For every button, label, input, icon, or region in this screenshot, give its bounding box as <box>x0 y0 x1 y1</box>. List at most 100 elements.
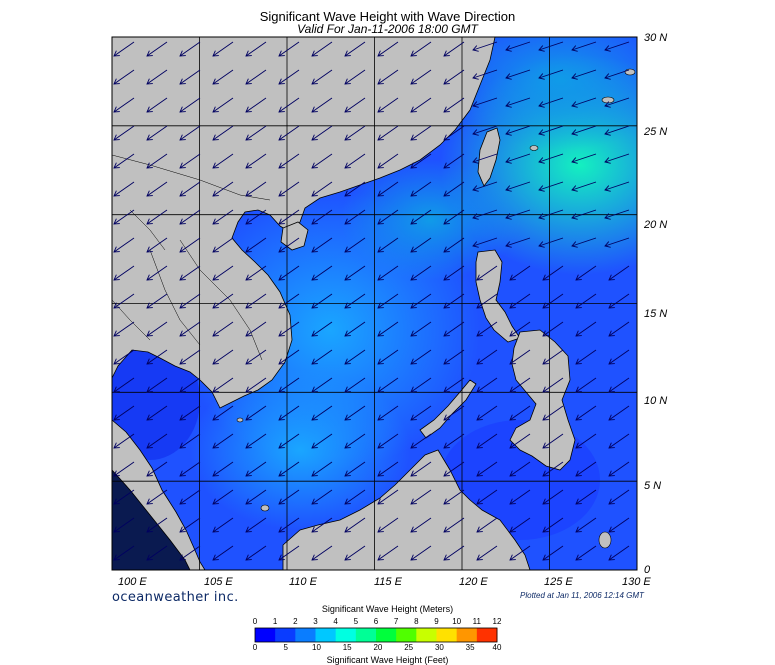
wave-arrow <box>505 97 531 108</box>
wave-arrow <box>146 153 168 169</box>
lon-label-100e: 100 E <box>118 576 147 588</box>
wave-arrow <box>212 181 234 197</box>
wave-arrow <box>476 433 498 449</box>
wave-arrow <box>278 545 300 561</box>
wave-arrow <box>278 349 300 365</box>
wave-arrow <box>245 265 267 281</box>
wave-arrow <box>113 209 135 225</box>
wave-arrow <box>575 433 597 449</box>
colorbar-segment <box>335 628 357 642</box>
meter-tick-label: 7 <box>393 617 399 626</box>
wave-arrow <box>410 209 432 225</box>
wave-arrow <box>212 209 234 225</box>
wave-arrow <box>410 349 432 365</box>
wave-arrow <box>344 321 366 337</box>
wave-arrow <box>377 237 399 253</box>
wave-arrow <box>608 265 630 281</box>
wave-arrow <box>179 321 201 337</box>
wave-arrow <box>575 461 597 477</box>
meter-tick-label: 4 <box>333 617 338 626</box>
map-subtitle: Valid For Jan-11-2006 18:00 GMT <box>297 22 478 36</box>
wave-arrow <box>443 97 465 113</box>
wave-arrow <box>608 545 630 561</box>
wave-arrow <box>505 41 531 52</box>
wave-arrow <box>146 517 168 533</box>
wave-arrow <box>311 293 333 309</box>
wave-arrow <box>410 237 432 253</box>
wave-arrow <box>212 153 234 169</box>
wave-arrow <box>311 209 333 225</box>
wave-arrow <box>377 265 399 281</box>
colorbar-title-meters: Significant Wave Height (Meters) <box>321 604 454 614</box>
wave-arrow <box>212 489 234 505</box>
wave-arrow <box>608 433 630 449</box>
wave-arrow <box>538 69 564 80</box>
meter-tick-label: 9 <box>434 617 439 626</box>
wave-arrow <box>571 237 597 248</box>
lat-label-15n: 15 N <box>644 308 668 320</box>
wave-arrow <box>538 125 564 136</box>
wave-arrow <box>179 209 201 225</box>
lon-label-125e: 125 E <box>544 576 573 588</box>
wave-arrow <box>278 461 300 477</box>
wave-arrow <box>472 69 498 80</box>
wave-arrow <box>179 265 201 281</box>
wave-arrow <box>212 321 234 337</box>
wave-arrow <box>604 181 630 192</box>
wave-arrow <box>608 293 630 309</box>
wave-arrow <box>212 405 234 421</box>
wave-arrow <box>344 489 366 505</box>
brand-logo: oceanweather inc. <box>112 590 239 605</box>
wave-arrow <box>344 237 366 253</box>
colorbar-segment <box>315 628 337 642</box>
wave-arrow <box>575 489 597 505</box>
wave-area-north <box>440 37 637 150</box>
wave-arrow <box>146 433 168 449</box>
wave-arrow <box>113 237 135 253</box>
wave-arrow <box>311 125 333 141</box>
wave-arrow <box>245 69 267 85</box>
wave-arrow <box>245 321 267 337</box>
wave-arrow <box>146 125 168 141</box>
wave-arrow <box>509 405 531 421</box>
wave-arrow <box>542 321 564 337</box>
wave-arrow <box>443 321 465 337</box>
wave-arrow <box>542 265 564 281</box>
wave-arrow <box>245 125 267 141</box>
wave-arrow <box>476 265 498 281</box>
colorbar-segment <box>255 628 276 642</box>
wave-arrow <box>311 517 333 533</box>
wave-arrow <box>476 321 498 337</box>
wave-arrow <box>410 125 432 141</box>
wave-arrow <box>212 41 234 57</box>
wave-arrow <box>311 181 333 197</box>
colorbar-title-feet: Significant Wave Height (Feet) <box>326 655 449 665</box>
wave-arrow <box>443 153 465 169</box>
wave-arrow <box>608 377 630 393</box>
map-title: Significant Wave Height with Wave Direct… <box>259 9 516 24</box>
meter-tick-label: 8 <box>414 617 419 626</box>
wave-arrow <box>377 293 399 309</box>
wave-arrow <box>443 69 465 85</box>
wave-arrow <box>311 97 333 113</box>
meter-tick-label: 5 <box>353 617 359 626</box>
wave-arrow <box>212 69 234 85</box>
wave-arrow <box>113 181 135 197</box>
lon-label-120e: 120 E <box>459 576 488 588</box>
wave-arrow <box>443 461 465 477</box>
wave-arrow <box>575 545 597 561</box>
feet-tick-label: 15 <box>342 643 352 652</box>
lon-label-105e: 105 E <box>204 576 233 588</box>
wave-arrow <box>113 97 135 113</box>
feet-tick-label: 35 <box>465 643 475 652</box>
wave-arrow <box>542 377 564 393</box>
wave-arrow <box>146 293 168 309</box>
wave-arrow <box>146 405 168 421</box>
wave-arrow <box>179 405 201 421</box>
lat-label-0: 0 <box>644 564 651 576</box>
sumatra <box>112 469 191 570</box>
wave-arrow <box>344 461 366 477</box>
wave-arrow <box>179 41 201 57</box>
wave-arrow <box>146 265 168 281</box>
wave-arrow <box>179 545 201 561</box>
